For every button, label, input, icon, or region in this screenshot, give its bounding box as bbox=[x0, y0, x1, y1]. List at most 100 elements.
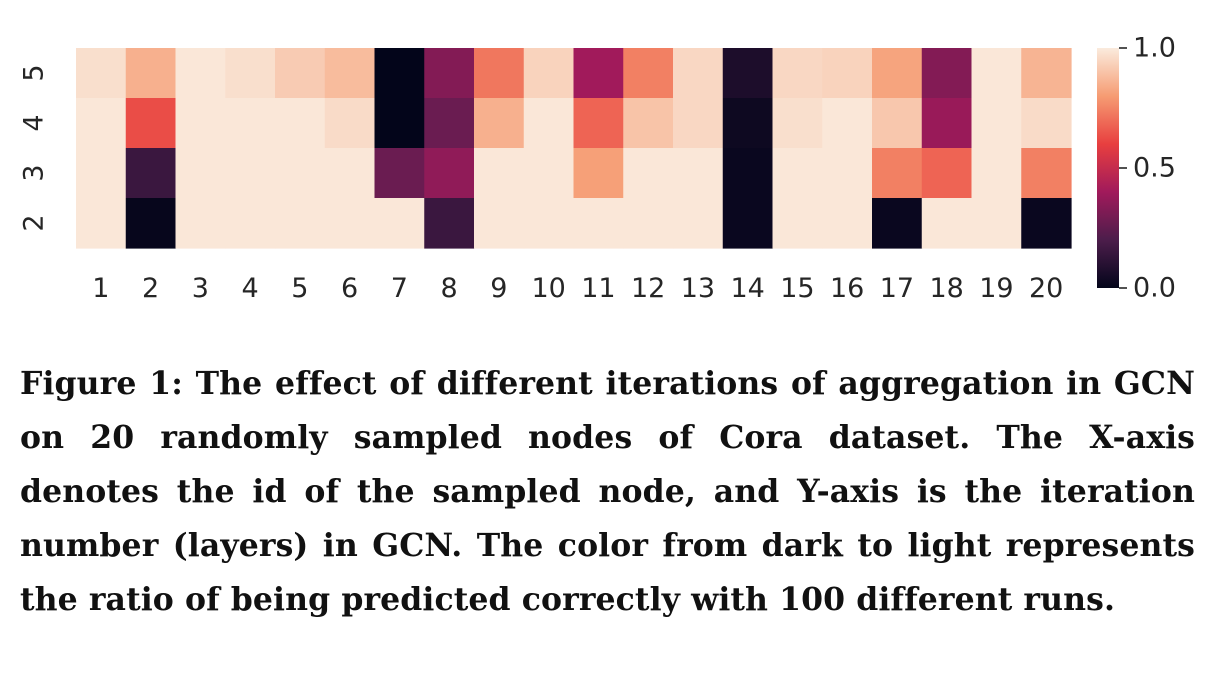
heatmap-cell bbox=[324, 98, 376, 149]
heatmap-cell bbox=[1021, 48, 1072, 99]
heatmap-cell bbox=[523, 98, 575, 149]
colorbar-ticks: 1.0 0.5 0.0 bbox=[1119, 33, 1176, 304]
x-tick-label: 4 bbox=[242, 273, 259, 304]
heatmap-cell bbox=[76, 48, 127, 99]
heatmap-cell bbox=[523, 198, 575, 249]
x-tick-label: 6 bbox=[341, 273, 358, 304]
heatmap-cell bbox=[971, 48, 1022, 99]
heatmap-cell bbox=[324, 48, 376, 99]
heatmap-cell bbox=[722, 148, 774, 199]
heatmap-cell bbox=[921, 148, 973, 199]
heatmap-cell bbox=[424, 198, 475, 249]
y-tick-label: 2 bbox=[19, 214, 50, 231]
heatmap-cell bbox=[424, 48, 475, 99]
x-tick-label: 7 bbox=[391, 273, 408, 304]
y-axis-ticks: 5 4 3 2 bbox=[19, 64, 50, 231]
heatmap-cell bbox=[225, 98, 276, 149]
heatmap-cell bbox=[474, 198, 525, 249]
heatmap-cell bbox=[275, 198, 326, 249]
heatmap-cell bbox=[275, 48, 326, 99]
x-tick-label: 12 bbox=[631, 273, 665, 304]
heatmap-cell bbox=[872, 198, 923, 249]
heatmap-cell bbox=[573, 98, 624, 149]
heatmap-cell bbox=[1021, 198, 1072, 249]
heatmap-cell bbox=[324, 148, 376, 199]
x-tick-label: 18 bbox=[929, 273, 963, 304]
x-axis-ticks: 1 2 3 4 5 6 7 8 9 10 11 12 13 14 15 16 17 18 19 20 bbox=[92, 273, 1063, 304]
x-tick-label: 17 bbox=[880, 273, 914, 304]
x-tick-label: 13 bbox=[681, 273, 715, 304]
heatmap-cell bbox=[872, 98, 923, 149]
heatmap-cell bbox=[673, 98, 724, 149]
heatmap-cell bbox=[76, 198, 127, 249]
heatmap-cell bbox=[125, 98, 177, 149]
heatmap-cell bbox=[872, 48, 923, 99]
y-tick-label: 3 bbox=[19, 164, 50, 181]
heatmap-cell bbox=[573, 48, 624, 99]
heatmap-cell bbox=[125, 198, 177, 249]
heatmap-cell bbox=[971, 98, 1022, 149]
colorbar: 1.0 0.5 0.0 bbox=[1097, 33, 1176, 304]
heatmap-cell bbox=[374, 148, 425, 199]
heatmap-cell bbox=[275, 148, 326, 199]
heatmap-cell bbox=[623, 198, 674, 249]
heatmap-cell bbox=[225, 198, 276, 249]
heatmap-cell bbox=[573, 198, 624, 249]
figure-caption: Figure 1: The effect of different iterat… bbox=[20, 365, 1195, 618]
heatmap-cell bbox=[424, 148, 475, 199]
x-tick-label: 15 bbox=[780, 273, 814, 304]
heatmap-cell bbox=[175, 148, 226, 199]
heatmap-cell bbox=[324, 198, 376, 249]
heatmap-cell bbox=[673, 148, 724, 199]
heatmap-cell bbox=[623, 148, 674, 199]
y-tick-label: 5 bbox=[19, 64, 50, 81]
x-tick-label: 9 bbox=[490, 273, 507, 304]
heatmap-cell bbox=[623, 98, 674, 149]
x-tick-label: 8 bbox=[441, 273, 458, 304]
heatmap-cell bbox=[76, 98, 127, 149]
x-tick-label: 16 bbox=[830, 273, 864, 304]
heatmap-cell bbox=[175, 48, 226, 99]
heatmap-cell bbox=[822, 98, 873, 149]
heatmap-cell bbox=[225, 148, 276, 199]
heatmap-cell bbox=[76, 148, 127, 199]
heatmap-cell bbox=[1021, 98, 1072, 149]
heatmap-cell bbox=[772, 98, 823, 149]
heatmap-cell bbox=[722, 198, 774, 249]
colorbar-gradient bbox=[1097, 48, 1119, 288]
heatmap-cells bbox=[76, 48, 1072, 249]
colorbar-tick-label: 0.5 bbox=[1133, 153, 1176, 184]
heatmap-cell bbox=[772, 198, 823, 249]
x-tick-label: 2 bbox=[142, 273, 159, 304]
heatmap-cell bbox=[872, 148, 923, 199]
heatmap-cell bbox=[275, 98, 326, 149]
heatmap-cell bbox=[424, 98, 475, 149]
heatmap-cell bbox=[474, 148, 525, 199]
heatmap-cell bbox=[225, 48, 276, 99]
heatmap-cell bbox=[722, 98, 774, 149]
heatmap-cell bbox=[921, 48, 973, 99]
x-tick-label: 10 bbox=[531, 273, 565, 304]
heatmap-cell bbox=[125, 48, 177, 99]
heatmap-cell bbox=[474, 48, 525, 99]
heatmap-cell bbox=[573, 148, 624, 199]
heatmap-cell bbox=[1021, 148, 1072, 199]
heatmap-cell bbox=[921, 198, 973, 249]
heatmap-cell bbox=[374, 98, 425, 149]
heatmap-cell bbox=[971, 148, 1022, 199]
x-tick-label: 1 bbox=[92, 273, 109, 304]
x-tick-label: 19 bbox=[979, 273, 1013, 304]
heatmap-cell bbox=[374, 198, 425, 249]
y-tick-label: 4 bbox=[19, 114, 50, 131]
x-tick-label: 3 bbox=[192, 273, 209, 304]
heatmap-cell bbox=[822, 48, 873, 99]
heatmap-cell bbox=[175, 98, 226, 149]
heatmap-cell bbox=[623, 48, 674, 99]
colorbar-tick-label: 1.0 bbox=[1133, 33, 1176, 64]
x-tick-label: 11 bbox=[581, 273, 615, 304]
x-tick-label: 5 bbox=[291, 273, 308, 304]
heatmap-cell bbox=[772, 148, 823, 199]
heatmap-cell bbox=[822, 198, 873, 249]
heatmap-cell bbox=[673, 198, 724, 249]
